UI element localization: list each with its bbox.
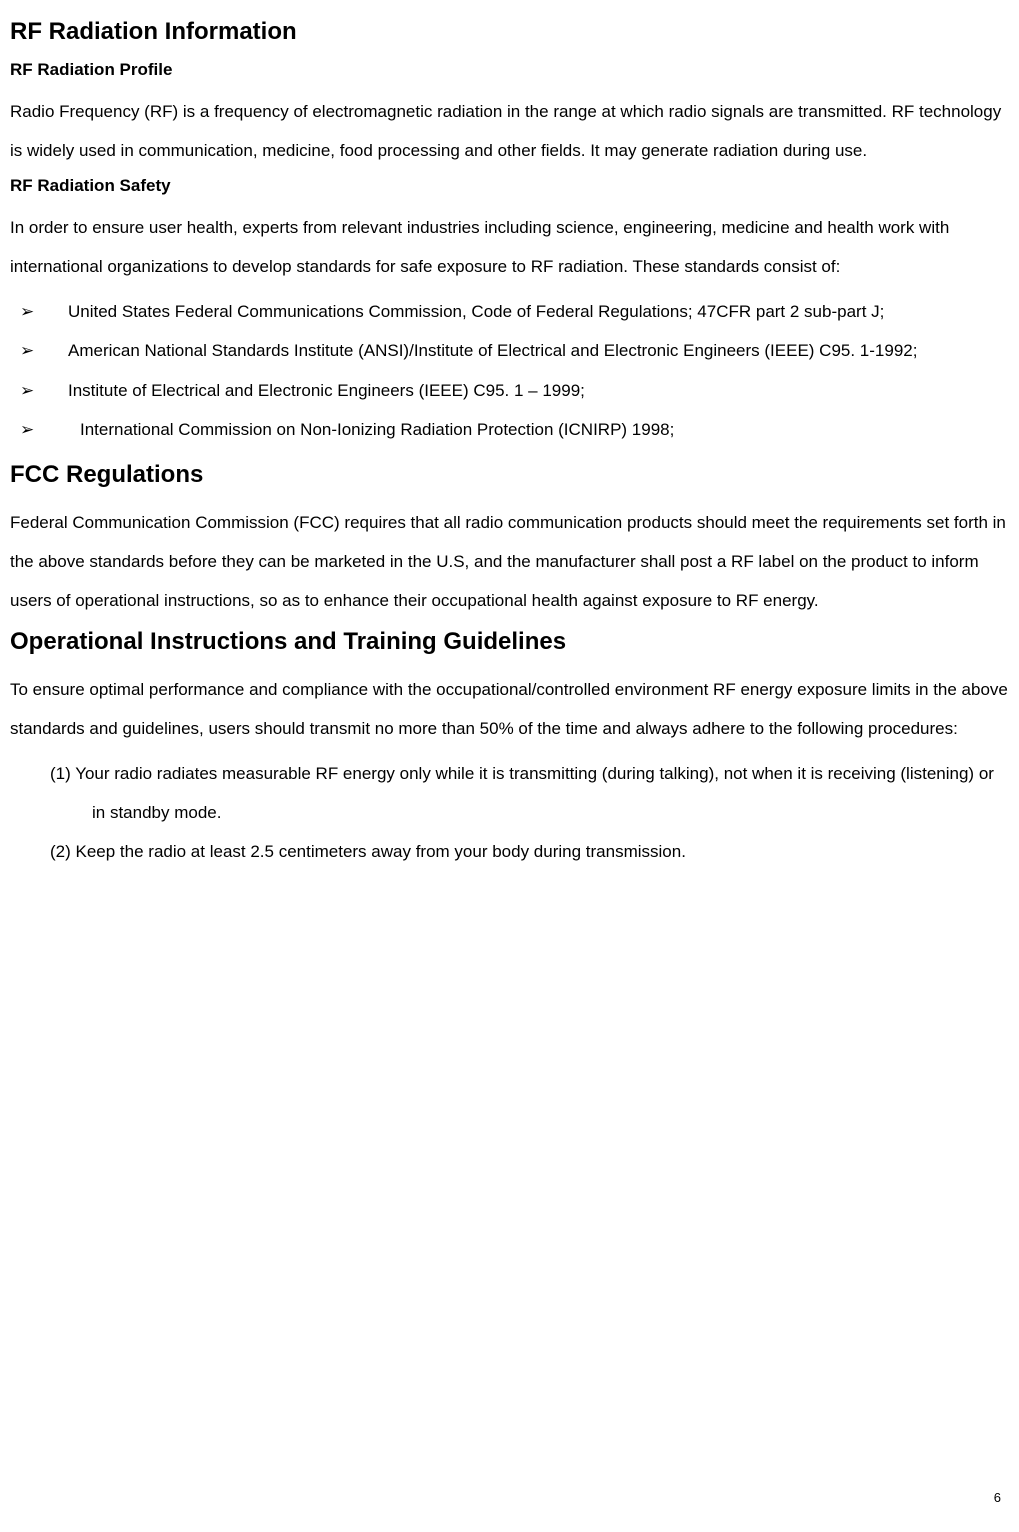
- list-item: International Commission on Non-Ionizing…: [10, 410, 1009, 449]
- subheading-rf-radiation-safety: RF Radiation Safety: [10, 176, 1009, 196]
- heading-rf-radiation-information: RF Radiation Information: [10, 18, 1009, 46]
- list-item: (1) Your radio radiates measurable RF en…: [10, 754, 1009, 832]
- heading-operational-instructions: Operational Instructions and Training Gu…: [10, 628, 1009, 656]
- paragraph-fcc: Federal Communication Commission (FCC) r…: [10, 503, 1009, 620]
- paragraph-rf-profile: Radio Frequency (RF) is a frequency of e…: [10, 92, 1009, 170]
- paragraph-operational: To ensure optimal performance and compli…: [10, 670, 1009, 748]
- page-number: 6: [994, 1490, 1001, 1505]
- subheading-rf-radiation-profile: RF Radiation Profile: [10, 60, 1009, 80]
- procedures-list: (1) Your radio radiates measurable RF en…: [10, 754, 1009, 871]
- list-item: American National Standards Institute (A…: [10, 331, 1009, 370]
- list-item: United States Federal Communications Com…: [10, 292, 1009, 331]
- standards-list: United States Federal Communications Com…: [10, 292, 1009, 448]
- heading-fcc-regulations: FCC Regulations: [10, 461, 1009, 489]
- list-item: (2) Keep the radio at least 2.5 centimet…: [10, 832, 1009, 871]
- list-item: Institute of Electrical and Electronic E…: [10, 371, 1009, 410]
- paragraph-rf-safety: In order to ensure user health, experts …: [10, 208, 1009, 286]
